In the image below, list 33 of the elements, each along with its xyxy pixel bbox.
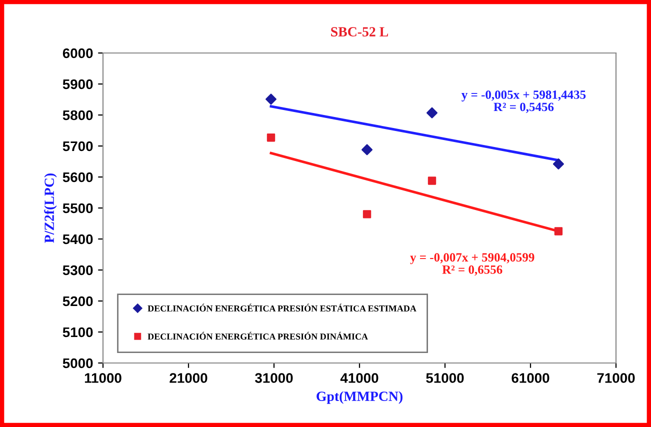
point <box>552 158 564 170</box>
y-tick-label: 5900 <box>62 79 93 90</box>
legend-label: DECLINACIÓN ENERGÉTICA PRESIÓN ESTÁTICA ESTIMADA <box>148 304 416 312</box>
x-tick-label: 61000 <box>512 373 550 383</box>
y-tick-label: 5700 <box>62 141 93 152</box>
y-tick-label: 5500 <box>62 203 93 214</box>
y-tick-label: 5100 <box>62 327 93 338</box>
legend-label: DECLINACIÓN ENERGÉTICA PRESIÓN DINÁMICA <box>148 332 368 340</box>
point <box>266 94 277 105</box>
y-axis-title: P/Z2f(LPC) <box>44 174 57 243</box>
x-tick-label: 31000 <box>255 373 293 383</box>
annotation: y = -0,005x + 5981,4435 R² = 0,5456 <box>462 90 586 113</box>
point <box>426 107 438 118</box>
y-tick-label: 5200 <box>62 296 93 306</box>
point <box>362 144 373 156</box>
x-tick-label: 51000 <box>426 373 464 383</box>
x-tick-label: 41000 <box>340 373 378 383</box>
annotation: y = -0,007x + 5904,0599 R² = 0,6556 <box>410 253 534 276</box>
point <box>266 134 276 142</box>
x-axis-title: Gpt(MMPCN) <box>316 391 402 404</box>
y-tick-label: 5600 <box>62 172 93 182</box>
point <box>362 210 372 218</box>
y-tick-label: 5300 <box>62 265 93 276</box>
y-tick-label: 5400 <box>62 234 93 244</box>
point <box>428 176 436 185</box>
point <box>554 227 563 236</box>
x-tick-label: 21000 <box>170 373 208 383</box>
chart-title: SBC-52 L <box>331 27 388 36</box>
y-tick-label: 5800 <box>62 110 93 120</box>
x-tick-label: 71000 <box>597 373 635 383</box>
y-tick-label: 5000 <box>62 358 93 368</box>
x-tick-label: 11000 <box>84 373 122 383</box>
y-tick-label: 6000 <box>62 48 93 58</box>
